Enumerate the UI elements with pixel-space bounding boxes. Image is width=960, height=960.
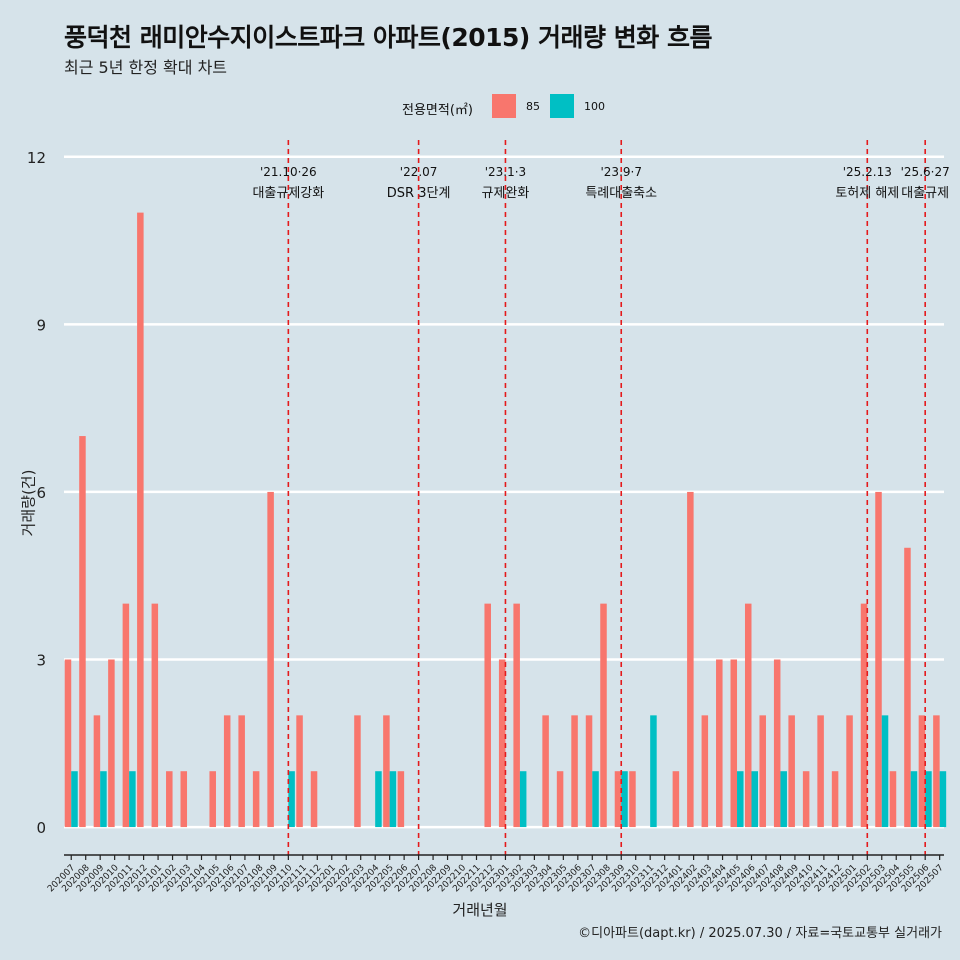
bar-85-202407 (759, 715, 766, 828)
legend-label-85: 85 (526, 100, 540, 113)
bar-85-202406 (744, 603, 752, 828)
bar-85-202105 (209, 771, 216, 828)
y-tick-label: 0 (36, 819, 46, 837)
bar-100-202009 (100, 771, 107, 828)
bar-100-202507 (939, 771, 947, 828)
caption: ©디아파트(dapt.kr) / 2025.07.30 / 자료=국토교통부 실… (578, 926, 942, 941)
bar-100-202307 (592, 771, 599, 828)
bar-85-202107 (238, 715, 245, 828)
bar-100-202405 (737, 771, 744, 828)
bar-85-202412 (831, 771, 839, 828)
legend-label-100: 100 (584, 100, 605, 113)
bar-85-202010 (108, 659, 115, 828)
bar-85-202102 (166, 771, 173, 828)
bar-85-202109 (267, 491, 274, 828)
bar-85-202402 (687, 491, 694, 828)
legend-swatch-85 (492, 94, 516, 118)
bar-85-202411 (817, 715, 824, 828)
bar-85-202504 (889, 771, 897, 828)
event-label: DSR 3단계 (387, 186, 451, 201)
bar-85-202007 (64, 659, 72, 828)
event-label: 특례대출축소 (585, 186, 657, 201)
bar-100-202205 (389, 771, 397, 828)
bar-85-202009 (93, 715, 101, 828)
bar-100-202503 (881, 715, 889, 828)
bar-85-202308 (600, 603, 607, 828)
bar-85-202503 (875, 491, 882, 828)
event-date: '23.1·3 (485, 165, 526, 179)
bar-85-202405 (730, 659, 738, 828)
bar-85-202111 (296, 715, 303, 828)
bar-85-202301 (498, 659, 506, 828)
event-label: 토허제 해제 (835, 186, 899, 201)
bar-100-202302 (519, 771, 527, 828)
chart-title: 풍덕천 래미안수지이스트파크 아파트(2015) 거래량 변화 흐름 (64, 23, 712, 52)
bar-85-202108 (252, 771, 260, 828)
x-axis-title: 거래년월 (452, 901, 508, 919)
bar-85-202212 (484, 603, 491, 828)
bar-85-202106 (223, 715, 231, 828)
bar-85-202502 (860, 603, 868, 828)
y-tick-label: 12 (27, 149, 46, 167)
bar-85-202506 (918, 715, 926, 828)
bar-85-202404 (716, 659, 723, 828)
event-label: 대출규제 (901, 186, 949, 201)
y-tick-label: 3 (36, 651, 46, 669)
bar-85-202305 (556, 771, 564, 828)
bar-85-202008 (79, 436, 86, 828)
bar-100-202110 (288, 771, 295, 828)
bar-85-202307 (585, 715, 593, 828)
bar-85-202302 (513, 603, 520, 828)
event-date: '23.9·7 (601, 165, 642, 179)
event-date: '21.10·26 (260, 165, 317, 179)
bar-85-202112 (310, 771, 318, 828)
bar-85-202505 (904, 547, 911, 828)
bar-100-202505 (910, 771, 918, 828)
chart-subtitle: 최근 5년 한정 확대 차트 (64, 58, 228, 77)
bar-85-202103 (180, 771, 188, 828)
bar-85-202309 (614, 771, 622, 828)
bar-85-202101 (151, 603, 159, 828)
legend: 전용면적(㎡) 85 100 (0, 92, 960, 122)
bar-100-202309 (621, 771, 628, 828)
y-tick-label: 6 (36, 484, 46, 502)
legend-swatch-100 (550, 94, 574, 118)
event-date: '25.2.13 (843, 165, 892, 179)
y-tick-label: 9 (36, 316, 46, 334)
bar-85-202408 (773, 659, 781, 828)
bar-100-202408 (780, 771, 787, 828)
bar-85-202012 (137, 212, 144, 828)
bar-85-202409 (788, 715, 795, 828)
bar-85-202310 (629, 771, 636, 828)
event-date: '25.6·27 (901, 165, 950, 179)
bar-100-202204 (375, 771, 382, 828)
event-date: '22.07 (400, 165, 438, 179)
bar-85-202501 (846, 715, 853, 828)
bar-85-202306 (571, 715, 578, 828)
event-label: 규제완화 (482, 186, 530, 201)
event-label: 대출규제강화 (252, 186, 324, 201)
bar-85-202401 (672, 771, 680, 828)
bar-85-202304 (542, 715, 549, 828)
bar-100-202506 (925, 771, 932, 828)
bar-85-202203 (354, 715, 361, 828)
bar-100-202011 (129, 771, 136, 828)
bar-85-202205 (383, 715, 390, 828)
bar-85-202410 (802, 771, 810, 828)
bar-100-202007 (71, 771, 78, 828)
bar-85-202507 (933, 715, 940, 828)
bar-100-202311 (650, 715, 657, 828)
bar-85-202011 (122, 603, 130, 828)
bar-100-202406 (751, 771, 759, 828)
bar-85-202403 (701, 715, 709, 828)
bar-85-202206 (397, 771, 405, 828)
legend-title: 전용면적(㎡) (402, 103, 473, 118)
